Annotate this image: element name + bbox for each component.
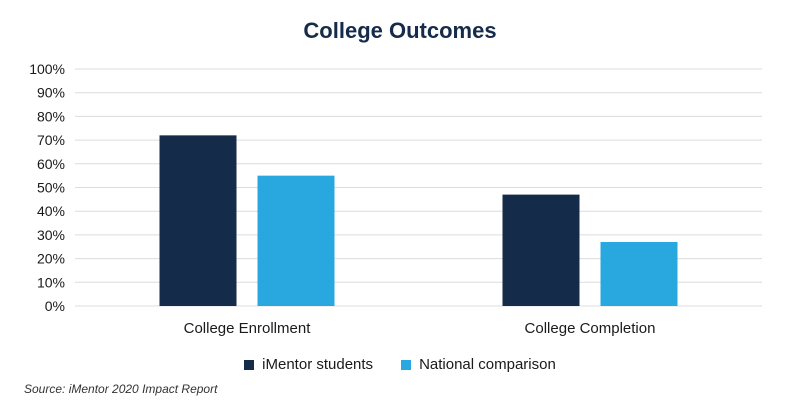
bar-national-0 xyxy=(257,175,335,306)
legend-swatch-imentor xyxy=(244,359,255,370)
bar-imentor-0 xyxy=(159,135,237,306)
bar-imentor-1 xyxy=(502,194,580,306)
bar-national-1 xyxy=(600,242,678,306)
legend-label-imentor: iMentor students xyxy=(262,356,374,373)
y-tick-label: 40% xyxy=(37,203,65,219)
y-tick-label: 20% xyxy=(37,251,65,267)
category-label: College Completion xyxy=(525,320,656,337)
x-axis-categories: College Enrollment College Completion xyxy=(184,320,656,337)
y-axis-ticks: 0% 10% 20% 30% 40% 50% 60% 70% 80% 90% 100% xyxy=(29,61,65,314)
legend-swatch-national xyxy=(401,359,412,370)
legend: iMentor students National comparison xyxy=(0,356,800,373)
y-tick-label: 70% xyxy=(37,132,65,148)
y-tick-label: 80% xyxy=(37,108,65,124)
y-tick-label: 60% xyxy=(37,156,65,172)
y-tick-label: 90% xyxy=(37,85,65,101)
category-label: College Enrollment xyxy=(184,320,312,337)
chart-title: College Outcomes xyxy=(303,18,497,43)
source-note: Source: iMentor 2020 Impact Report xyxy=(24,382,218,396)
y-tick-label: 50% xyxy=(37,180,65,196)
legend-item-imentor: iMentor students xyxy=(244,356,373,373)
y-tick-label: 10% xyxy=(37,274,65,290)
y-tick-label: 0% xyxy=(45,298,65,314)
bars xyxy=(159,135,678,306)
y-tick-label: 30% xyxy=(37,227,65,243)
legend-label-national: National comparison xyxy=(419,356,556,373)
y-tick-label: 100% xyxy=(29,61,65,77)
legend-item-national: National comparison xyxy=(401,356,556,373)
